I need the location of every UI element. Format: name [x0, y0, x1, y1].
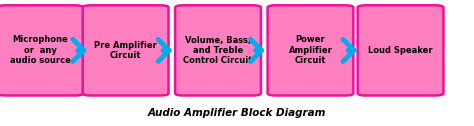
FancyBboxPatch shape [0, 5, 83, 96]
FancyBboxPatch shape [83, 5, 169, 96]
Text: Microphone
or  any
audio source: Microphone or any audio source [10, 36, 71, 65]
FancyBboxPatch shape [357, 5, 444, 96]
Text: Volume, Bass,
and Treble
Control Circuit: Volume, Bass, and Treble Control Circuit [183, 36, 253, 65]
FancyBboxPatch shape [267, 5, 353, 96]
FancyBboxPatch shape [175, 5, 261, 96]
Text: Loud Speaker: Loud Speaker [368, 46, 433, 55]
Text: Power
Amplifier
Circuit: Power Amplifier Circuit [289, 36, 332, 65]
Text: Audio Amplifier Block Diagram: Audio Amplifier Block Diagram [148, 108, 326, 118]
Text: Pre Amplifier
Circuit: Pre Amplifier Circuit [94, 41, 157, 60]
